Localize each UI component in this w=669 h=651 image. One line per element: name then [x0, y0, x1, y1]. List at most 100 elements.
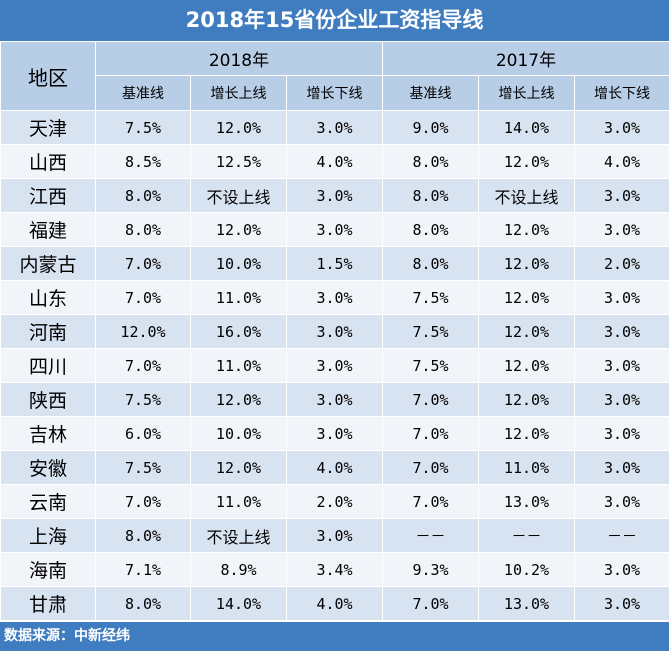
table-row: 天津 7.5% 12.0% 3.0% 9.0% 14.0% 3.0%	[0, 110, 669, 145]
value-cell-y2018-baseline: 7.1%	[95, 552, 191, 587]
value-cell-y2018-lower: 2.0%	[286, 484, 383, 519]
value-cell-y2018-lower: 4.0%	[286, 586, 383, 621]
value-cell-y2018-lower: 3.0%	[286, 382, 383, 417]
region-cell: 四川	[0, 348, 96, 383]
value-cell-y2018-baseline: 8.0%	[95, 178, 191, 213]
region-cell: 海南	[0, 552, 96, 587]
value-cell-y2017-baseline: 7.5%	[382, 280, 479, 315]
value-cell-y2017-baseline: 7.0%	[382, 382, 479, 417]
value-cell-y2017-upper: 10.2%	[478, 552, 575, 587]
value-cell-y2017-baseline: 7.5%	[382, 314, 479, 349]
table-row: 福建 8.0% 12.0% 3.0% 8.0% 12.0% 3.0%	[0, 212, 669, 247]
table-row: 云南 7.0% 11.0% 2.0% 7.0% 13.0% 3.0%	[0, 484, 669, 519]
value-cell-y2018-baseline: 8.0%	[95, 518, 191, 553]
value-cell-y2018-baseline: 8.0%	[95, 212, 191, 247]
value-cell-y2017-lower: 4.0%	[574, 144, 669, 179]
region-cell: 天津	[0, 110, 96, 145]
value-cell-y2017-lower: 3.0%	[574, 382, 669, 417]
value-cell-y2017-upper: 12.0%	[478, 280, 575, 315]
value-cell-y2018-lower: 3.0%	[286, 280, 383, 315]
value-cell-y2017-upper: 14.0%	[478, 110, 575, 145]
value-cell-y2017-baseline: 7.0%	[382, 586, 479, 621]
value-cell-y2017-upper: 11.0%	[478, 450, 575, 485]
value-cell-y2017-lower: 3.0%	[574, 212, 669, 247]
value-cell-y2018-baseline: 12.0%	[95, 314, 191, 349]
value-cell-y2018-baseline: 7.0%	[95, 348, 191, 383]
value-cell-y2018-lower: 3.0%	[286, 178, 383, 213]
table-row: 河南 12.0% 16.0% 3.0% 7.5% 12.0% 3.0%	[0, 314, 669, 349]
sub-header-lower-2018: 增长下线	[286, 75, 383, 111]
region-cell: 云南	[0, 484, 96, 519]
value-cell-y2018-lower: 1.5%	[286, 246, 383, 281]
value-cell-y2017-lower: 3.0%	[574, 280, 669, 315]
value-cell-y2018-lower: 3.0%	[286, 110, 383, 145]
value-cell-y2017-baseline: 9.0%	[382, 110, 479, 145]
value-cell-y2017-lower: 3.0%	[574, 110, 669, 145]
value-cell-y2018-lower: 3.4%	[286, 552, 383, 587]
value-cell-y2018-upper: 不设上线	[190, 518, 287, 553]
value-cell-y2017-upper: －－	[478, 518, 575, 553]
value-cell-y2017-lower: －－	[574, 518, 669, 553]
value-cell-y2017-baseline: 8.0%	[382, 144, 479, 179]
year-2018-header: 2018年	[95, 41, 383, 76]
value-cell-y2017-upper: 不设上线	[478, 178, 575, 213]
value-cell-y2018-lower: 3.0%	[286, 212, 383, 247]
value-cell-y2018-baseline: 7.0%	[95, 246, 191, 281]
value-cell-y2018-lower: 3.0%	[286, 416, 383, 451]
value-cell-y2017-lower: 3.0%	[574, 416, 669, 451]
value-cell-y2018-upper: 8.9%	[190, 552, 287, 587]
value-cell-y2017-lower: 2.0%	[574, 246, 669, 281]
value-cell-y2018-upper: 12.5%	[190, 144, 287, 179]
value-cell-y2017-upper: 12.0%	[478, 416, 575, 451]
table-row: 江西 8.0% 不设上线 3.0% 8.0% 不设上线 3.0%	[0, 178, 669, 213]
value-cell-y2017-lower: 3.0%	[574, 484, 669, 519]
value-cell-y2017-upper: 12.0%	[478, 348, 575, 383]
value-cell-y2018-lower: 4.0%	[286, 450, 383, 485]
table-row: 安徽 7.5% 12.0% 4.0% 7.0% 11.0% 3.0%	[0, 450, 669, 485]
value-cell-y2018-upper: 12.0%	[190, 110, 287, 145]
value-cell-y2018-baseline: 7.5%	[95, 450, 191, 485]
value-cell-y2018-baseline: 8.0%	[95, 586, 191, 621]
table-title: 2018年15省份企业工资指导线	[0, 0, 669, 41]
table-row: 内蒙古 7.0% 10.0% 1.5% 8.0% 12.0% 2.0%	[0, 246, 669, 281]
value-cell-y2017-lower: 3.0%	[574, 178, 669, 213]
value-cell-y2018-baseline: 7.5%	[95, 382, 191, 417]
value-cell-y2017-lower: 3.0%	[574, 348, 669, 383]
value-cell-y2018-upper: 14.0%	[190, 586, 287, 621]
table-row: 海南 7.1% 8.9% 3.4% 9.3% 10.2% 3.0%	[0, 552, 669, 587]
value-cell-y2018-baseline: 7.0%	[95, 280, 191, 315]
value-cell-y2017-lower: 3.0%	[574, 450, 669, 485]
table-row: 陕西 7.5% 12.0% 3.0% 7.0% 12.0% 3.0%	[0, 382, 669, 417]
region-cell: 江西	[0, 178, 96, 213]
value-cell-y2017-baseline: 8.0%	[382, 246, 479, 281]
value-cell-y2017-baseline: 8.0%	[382, 212, 479, 247]
value-cell-y2017-baseline: 7.0%	[382, 416, 479, 451]
table-row: 山东 7.0% 11.0% 3.0% 7.5% 12.0% 3.0%	[0, 280, 669, 315]
table-row: 四川 7.0% 11.0% 3.0% 7.5% 12.0% 3.0%	[0, 348, 669, 383]
value-cell-y2018-upper: 12.0%	[190, 212, 287, 247]
value-cell-y2018-upper: 12.0%	[190, 450, 287, 485]
value-cell-y2017-baseline: －－	[382, 518, 479, 553]
region-cell: 山西	[0, 144, 96, 179]
value-cell-y2018-lower: 3.0%	[286, 348, 383, 383]
value-cell-y2018-baseline: 6.0%	[95, 416, 191, 451]
data-source-footer: 数据来源：中新经纬	[0, 622, 669, 651]
value-cell-y2018-upper: 16.0%	[190, 314, 287, 349]
value-cell-y2018-upper: 11.0%	[190, 484, 287, 519]
region-cell: 上海	[0, 518, 96, 553]
region-cell: 内蒙古	[0, 246, 96, 281]
value-cell-y2017-upper: 12.0%	[478, 314, 575, 349]
table-row: 上海 8.0% 不设上线 3.0% －－ －－ －－	[0, 518, 669, 553]
value-cell-y2018-upper: 10.0%	[190, 416, 287, 451]
sub-header-baseline-2018: 基准线	[95, 75, 191, 111]
wage-guideline-table: 地区 2018年 2017年 基准线 增长上线 增长下线 基准线 增长上线 增长…	[0, 41, 669, 621]
region-cell: 甘肃	[0, 586, 96, 621]
value-cell-y2017-lower: 3.0%	[574, 552, 669, 587]
sub-header-lower-2017: 增长下线	[574, 75, 669, 111]
value-cell-y2017-upper: 12.0%	[478, 144, 575, 179]
sub-header-baseline-2017: 基准线	[382, 75, 479, 111]
value-cell-y2017-upper: 12.0%	[478, 246, 575, 281]
value-cell-y2017-lower: 3.0%	[574, 586, 669, 621]
region-cell: 福建	[0, 212, 96, 247]
value-cell-y2018-baseline: 7.5%	[95, 110, 191, 145]
